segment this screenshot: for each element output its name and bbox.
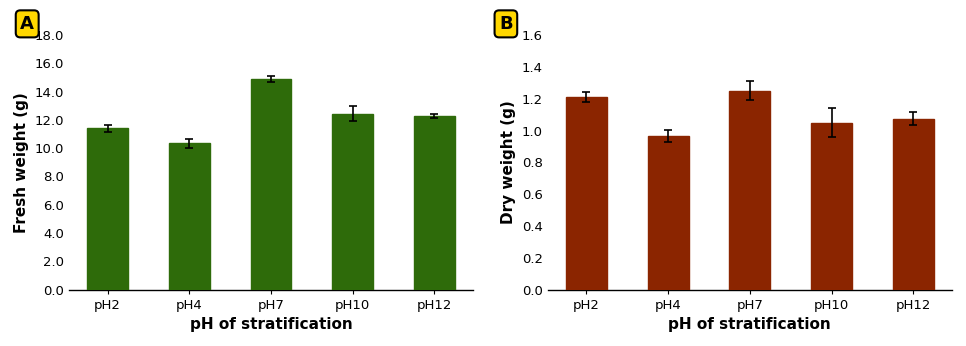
Y-axis label: Fresh weight (g): Fresh weight (g) — [14, 92, 29, 233]
Text: A: A — [20, 15, 34, 33]
Bar — [250, 79, 292, 290]
X-axis label: pH of stratification: pH of stratification — [189, 317, 353, 332]
X-axis label: pH of stratification: pH of stratification — [668, 317, 831, 332]
Bar — [87, 128, 128, 290]
Bar — [729, 91, 770, 290]
Bar — [648, 136, 689, 290]
Bar — [893, 119, 934, 290]
Bar — [169, 143, 210, 290]
Bar — [332, 113, 373, 290]
Bar — [566, 97, 607, 290]
Y-axis label: Dry weight (g): Dry weight (g) — [501, 100, 516, 224]
Bar — [811, 122, 852, 290]
Bar — [414, 116, 455, 290]
Text: B: B — [499, 15, 513, 33]
